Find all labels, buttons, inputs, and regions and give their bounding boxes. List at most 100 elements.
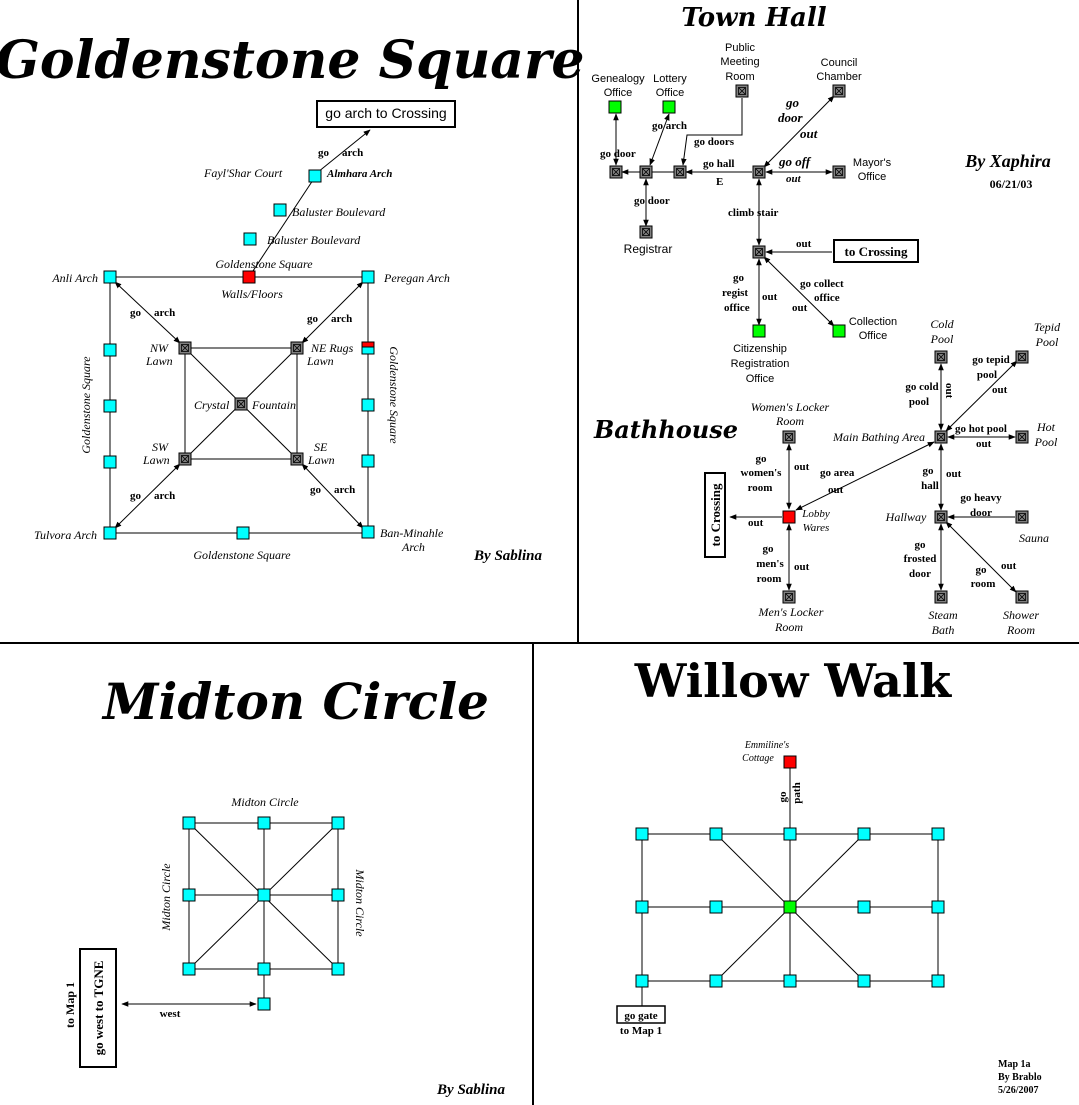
midton-node-sw[interactable] — [182, 962, 196, 976]
node-hall-mid[interactable] — [639, 165, 653, 179]
node-crystal-fountain[interactable] — [234, 397, 248, 411]
node-hot-pool[interactable] — [1015, 430, 1029, 444]
label-baluster-2: Baluster Boulevard — [267, 233, 361, 247]
midton-exit-box[interactable] — [79, 948, 117, 1068]
townhall-exit-label: to Crossing — [845, 244, 908, 259]
willow-node-r2c2[interactable] — [709, 900, 723, 914]
node-lottery-office[interactable] — [662, 100, 676, 114]
label-e: E — [716, 176, 723, 188]
willow-node-r1c2[interactable] — [709, 827, 723, 841]
node-hall-center[interactable] — [752, 165, 766, 179]
node-steam-bath[interactable] — [934, 590, 948, 604]
node-sauna[interactable] — [1015, 510, 1029, 524]
label-womens: women's — [741, 467, 783, 479]
label-out-men: out — [794, 561, 810, 573]
midton-node-se[interactable] — [331, 962, 345, 976]
label-cold-pool-cmd: pool — [909, 396, 929, 408]
node-cold-pool[interactable] — [934, 350, 948, 364]
label-go-collect: go collect — [800, 278, 844, 290]
midton-node-s[interactable] — [257, 962, 271, 976]
townhall-byline: By Xaphira — [964, 151, 1051, 171]
willow-exit-box[interactable] — [616, 1005, 666, 1024]
midton-node-w[interactable] — [182, 888, 196, 902]
node-registrar[interactable] — [639, 225, 653, 239]
node-ne-lawn[interactable] — [290, 341, 304, 355]
node-east-2[interactable] — [361, 398, 375, 412]
midton-node-n[interactable] — [257, 816, 271, 830]
label-sw: SW — [152, 440, 169, 454]
label-mens-room: Room — [774, 620, 803, 634]
label-arch-se: arch — [334, 484, 355, 496]
midton-node-nw[interactable] — [182, 816, 196, 830]
bathhouse-exit-box[interactable] — [704, 472, 726, 558]
willow-node-center[interactable] — [783, 900, 797, 914]
willow-node-r1c1[interactable] — [635, 827, 649, 841]
label-go-sw: go — [130, 490, 142, 502]
willow-node-r3c2[interactable] — [709, 974, 723, 988]
willow-node-cottage[interactable] — [783, 755, 797, 769]
midton-node-e[interactable] — [331, 888, 345, 902]
willow-node-r1c5[interactable] — [931, 827, 945, 841]
label-go-area: go area — [820, 467, 855, 479]
node-public-meeting-room[interactable] — [735, 84, 749, 98]
willow-node-r1c3[interactable] — [783, 827, 797, 841]
node-council-chamber[interactable] — [832, 84, 846, 98]
node-mens-locker[interactable] — [782, 590, 796, 604]
townhall-section: Town Hall By Xaphira 06/21/03 to Crossin — [591, 3, 1050, 385]
node-citizenship-office[interactable] — [752, 324, 766, 338]
willow-node-r3c3[interactable] — [783, 974, 797, 988]
townhall-exit-box[interactable] — [833, 239, 919, 263]
label-go-men: go — [763, 543, 775, 555]
midton-node-ne[interactable] — [331, 816, 345, 830]
node-hallway[interactable] — [934, 510, 948, 524]
node-ban-minahle-arch[interactable] — [361, 525, 375, 539]
midton-label-right: Midton Circle — [353, 868, 367, 937]
label-go-regist: go — [733, 272, 745, 284]
node-mayors-office[interactable] — [832, 165, 846, 179]
node-hall-west[interactable] — [609, 165, 623, 179]
label-tepid: Tepid — [1034, 320, 1061, 334]
node-shower-room[interactable] — [1015, 590, 1029, 604]
willow-node-r1c4[interactable] — [857, 827, 871, 841]
node-anli-arch[interactable] — [103, 270, 117, 284]
label-go-council: go — [785, 95, 800, 110]
label-steam: Steam — [928, 608, 958, 622]
node-hall-east[interactable] — [673, 165, 687, 179]
node-almhara-arch[interactable] — [308, 169, 322, 183]
willow-node-r2c4[interactable] — [857, 900, 871, 914]
willow-node-r2c1[interactable] — [635, 900, 649, 914]
label-square-left: Goldenstone Square — [79, 356, 93, 454]
node-genealogy-office[interactable] — [608, 100, 622, 114]
midton-node-center[interactable] — [257, 888, 271, 902]
node-baluster-2[interactable] — [243, 232, 257, 246]
node-west-2[interactable] — [103, 399, 117, 413]
willow-node-r2c5[interactable] — [931, 900, 945, 914]
label-meeting: Meeting — [720, 56, 759, 68]
node-baluster-1[interactable] — [273, 203, 287, 217]
node-peregan-arch[interactable] — [361, 270, 375, 284]
node-collection-office[interactable] — [832, 324, 846, 338]
node-townhall-lobby[interactable] — [752, 245, 766, 259]
node-sw-lawn[interactable] — [178, 452, 192, 466]
node-tepid-pool[interactable] — [1015, 350, 1029, 364]
label-out-hall: out — [946, 468, 962, 480]
node-west-1[interactable] — [103, 343, 117, 357]
midton-node-exit[interactable] — [257, 997, 271, 1011]
goldenstone-exit-box[interactable] — [316, 100, 456, 128]
willow-node-r3c4[interactable] — [857, 974, 871, 988]
node-west-3[interactable] — [103, 455, 117, 469]
node-walls-floors[interactable] — [242, 270, 256, 284]
node-womens-locker[interactable] — [782, 430, 796, 444]
willow-section: Willow Walk Emmiline's Cottage go path — [616, 654, 1042, 1096]
node-square-bottom[interactable] — [236, 526, 250, 540]
willow-node-r3c1[interactable] — [635, 974, 649, 988]
node-nw-lawn[interactable] — [178, 341, 192, 355]
node-se-lawn[interactable] — [290, 452, 304, 466]
willow-node-r3c5[interactable] — [931, 974, 945, 988]
label-go-off: go off — [778, 154, 812, 169]
node-east-3[interactable] — [361, 454, 375, 468]
node-tulvora-arch[interactable] — [103, 526, 117, 540]
node-lobby-wares[interactable] — [782, 510, 796, 524]
label-regist-office: office — [724, 302, 750, 314]
node-main-bathing-area[interactable] — [934, 430, 948, 444]
